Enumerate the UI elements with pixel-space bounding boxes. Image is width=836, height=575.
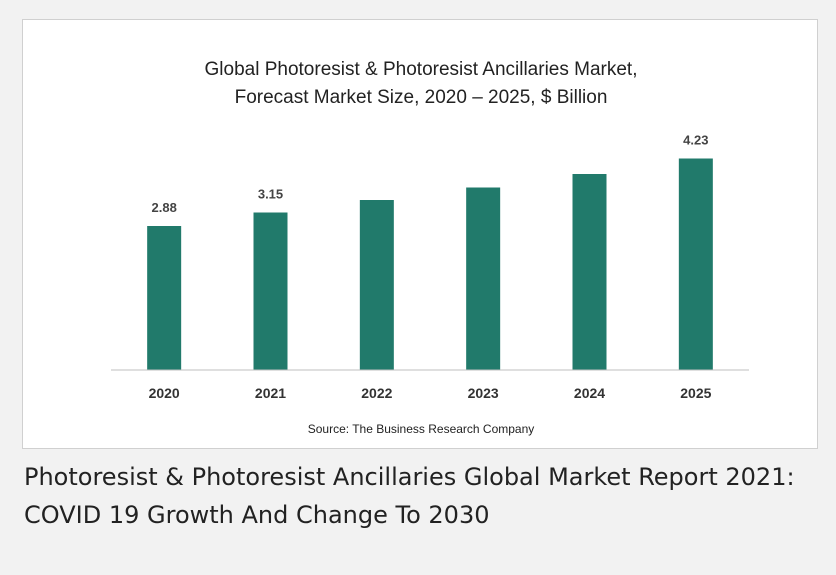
x-tick-label-2021: 2021 (255, 385, 286, 401)
bar-2024 (572, 174, 607, 370)
article-title-link[interactable]: Photoresist & Photoresist Ancillaries Gl… (24, 463, 795, 529)
chart-title-line-1: Global Photoresist & Photoresist Ancilla… (204, 59, 638, 80)
bar-2022 (359, 200, 394, 370)
chart-title: Global Photoresist & Photoresist Ancilla… (23, 56, 819, 112)
bar-chart: 2.88 2020 3.15 2021 2022 2023 2024 4.23 2025 (111, 133, 749, 401)
data-label-2025: 4.23 (683, 133, 708, 148)
x-tick-label-2023: 2023 (468, 385, 499, 401)
x-tick-label-2022: 2022 (361, 385, 392, 401)
data-label-2020: 2.88 (152, 200, 177, 215)
data-label-2021: 3.15 (258, 187, 283, 202)
chart-title-line-2: Forecast Market Size, 2020 – 2025, $ Bil… (234, 87, 608, 108)
bar-2025 (678, 158, 713, 370)
bar-2020 (147, 226, 182, 370)
x-tick-label-2020: 2020 (149, 385, 180, 401)
chart-source: Source: The Business Research Company (307, 422, 535, 436)
bar-2021 (253, 212, 288, 370)
x-tick-label-2025: 2025 (680, 385, 711, 401)
x-tick-label-2024: 2024 (574, 385, 605, 401)
chart-container: Global Photoresist & Photoresist Ancilla… (22, 19, 818, 449)
bar-2023 (466, 187, 501, 370)
